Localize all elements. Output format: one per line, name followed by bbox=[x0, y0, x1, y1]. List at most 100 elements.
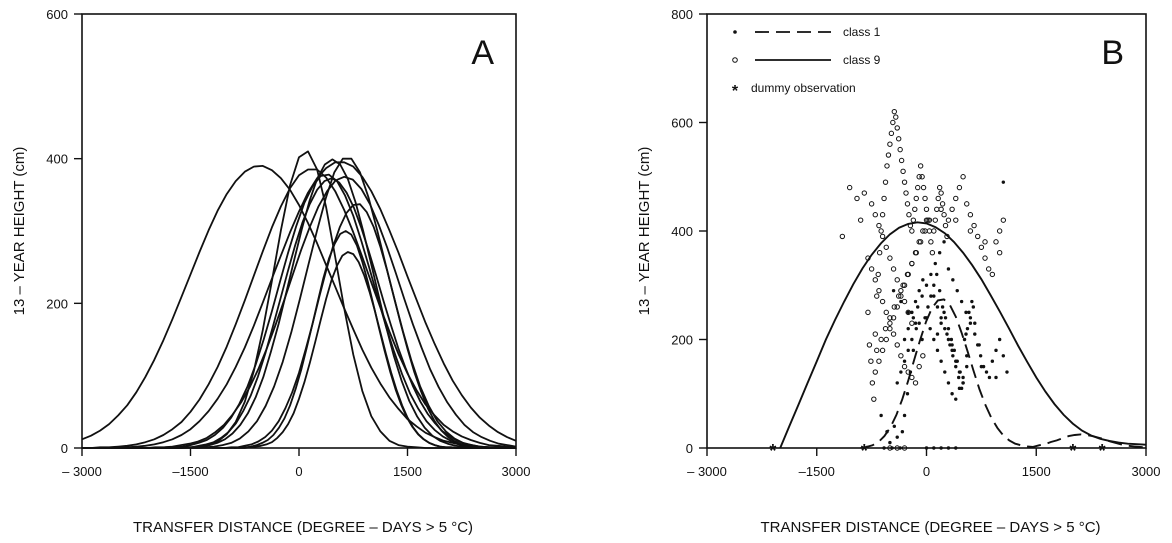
class-9-point bbox=[891, 304, 898, 310]
class-9-point bbox=[882, 325, 889, 332]
class-9-point bbox=[887, 325, 893, 332]
class-9-point bbox=[866, 342, 873, 348]
class-9-point bbox=[895, 136, 902, 142]
class-9-point bbox=[935, 195, 941, 202]
class-9-point bbox=[898, 353, 904, 359]
class-1-point bbox=[942, 240, 946, 244]
class-1-point bbox=[946, 267, 951, 271]
class-9-point bbox=[920, 228, 926, 234]
class-1-point bbox=[917, 288, 921, 293]
class-9-point bbox=[934, 206, 940, 213]
class-9-point bbox=[1000, 217, 1007, 223]
class-9-point bbox=[881, 195, 887, 202]
class-1-point bbox=[932, 294, 936, 298]
class-9-point bbox=[883, 309, 889, 316]
class-9-point bbox=[868, 266, 875, 272]
class-9-point bbox=[868, 201, 875, 207]
class-1-point bbox=[1005, 370, 1009, 374]
class-9-point bbox=[861, 190, 868, 196]
class-9-point bbox=[898, 157, 905, 164]
class-9-point bbox=[967, 212, 974, 218]
x-axis-title: TRANSFER DISTANCE (DEGREE – DAYS > 5 °C) bbox=[760, 519, 1100, 536]
class-1-point bbox=[902, 413, 907, 418]
class-9-point bbox=[953, 195, 959, 202]
class-1-point bbox=[964, 332, 968, 336]
class-9-point bbox=[936, 184, 943, 191]
class-9-point bbox=[872, 277, 878, 283]
class-9-point bbox=[868, 358, 874, 364]
class-1-point bbox=[891, 288, 896, 293]
class-9-point bbox=[996, 250, 1003, 256]
class-9-point bbox=[913, 195, 919, 202]
class-9-point bbox=[890, 119, 896, 126]
class-9-point bbox=[839, 233, 846, 240]
class-9-point bbox=[901, 179, 908, 185]
panel-label: A bbox=[471, 34, 494, 72]
class-9-point bbox=[887, 315, 893, 321]
class-1-point bbox=[932, 283, 936, 287]
class-9-point bbox=[917, 239, 924, 245]
class-9-point bbox=[871, 396, 877, 402]
class-1-point bbox=[929, 272, 933, 277]
class-9-point bbox=[891, 108, 898, 115]
legend-dummy-label: dummy observation bbox=[751, 81, 856, 95]
class-9-point bbox=[904, 271, 911, 278]
class-9-point bbox=[883, 336, 889, 343]
class-9-point bbox=[956, 184, 963, 191]
class-9-point bbox=[960, 174, 966, 180]
class-1-point bbox=[895, 435, 899, 439]
class-1-point bbox=[951, 354, 955, 358]
class-1-point bbox=[977, 343, 981, 347]
class-9-point bbox=[926, 228, 933, 234]
class-1-point bbox=[928, 326, 932, 331]
response-curve-10 bbox=[190, 203, 504, 449]
x-tick-label: 1500 bbox=[1022, 464, 1051, 479]
class-9-point bbox=[923, 217, 930, 223]
class-1-point bbox=[965, 364, 969, 369]
class-9-point bbox=[854, 195, 860, 202]
class-9-point bbox=[876, 222, 882, 229]
class-1-point bbox=[906, 310, 910, 315]
class-9-point bbox=[903, 190, 909, 196]
class-1-point bbox=[879, 413, 883, 418]
class-1-point bbox=[913, 299, 918, 304]
legend: class 1 class 9 * dummy observation bbox=[732, 25, 881, 100]
class-1-point bbox=[939, 446, 943, 450]
class-9-point bbox=[901, 445, 908, 451]
x-tick-label: 1500 bbox=[393, 464, 422, 479]
class-1-point bbox=[954, 446, 958, 450]
class-9-point bbox=[938, 190, 944, 196]
response-curve-5 bbox=[82, 161, 517, 449]
class-1-point bbox=[890, 446, 894, 450]
x-tick-label: –1500 bbox=[172, 464, 208, 479]
class-9-point bbox=[915, 184, 921, 191]
class-1-point bbox=[973, 332, 977, 336]
class-9-point bbox=[967, 228, 974, 234]
dummy-observation-point: * bbox=[769, 441, 776, 461]
x-tick-label: – 3000 bbox=[62, 464, 102, 479]
class-1-point bbox=[935, 332, 940, 336]
class-9-point bbox=[909, 320, 915, 326]
class-9-point bbox=[931, 228, 937, 234]
class-9-point bbox=[872, 369, 878, 375]
legend-class-1-marker bbox=[733, 30, 737, 34]
class-1-point bbox=[932, 337, 936, 342]
class-1-point bbox=[939, 316, 943, 320]
class-9-point bbox=[975, 233, 981, 240]
class-1-point bbox=[954, 364, 958, 369]
class-1-point bbox=[899, 299, 903, 304]
class-9-point bbox=[879, 347, 886, 354]
class-1-point bbox=[943, 326, 947, 331]
class-9-point bbox=[884, 163, 890, 169]
class-9-point bbox=[932, 217, 938, 223]
class-1-point bbox=[939, 321, 943, 325]
class-1-point bbox=[950, 392, 954, 396]
class-1-point bbox=[965, 326, 970, 331]
class-1-point bbox=[962, 337, 967, 342]
class-9-point bbox=[909, 260, 915, 267]
class-9-point bbox=[939, 201, 946, 207]
y-axis-title: 13 – YEAR HEIGHT (cm) bbox=[636, 147, 653, 316]
class-9-point bbox=[857, 217, 864, 223]
class-1-point bbox=[905, 392, 910, 396]
